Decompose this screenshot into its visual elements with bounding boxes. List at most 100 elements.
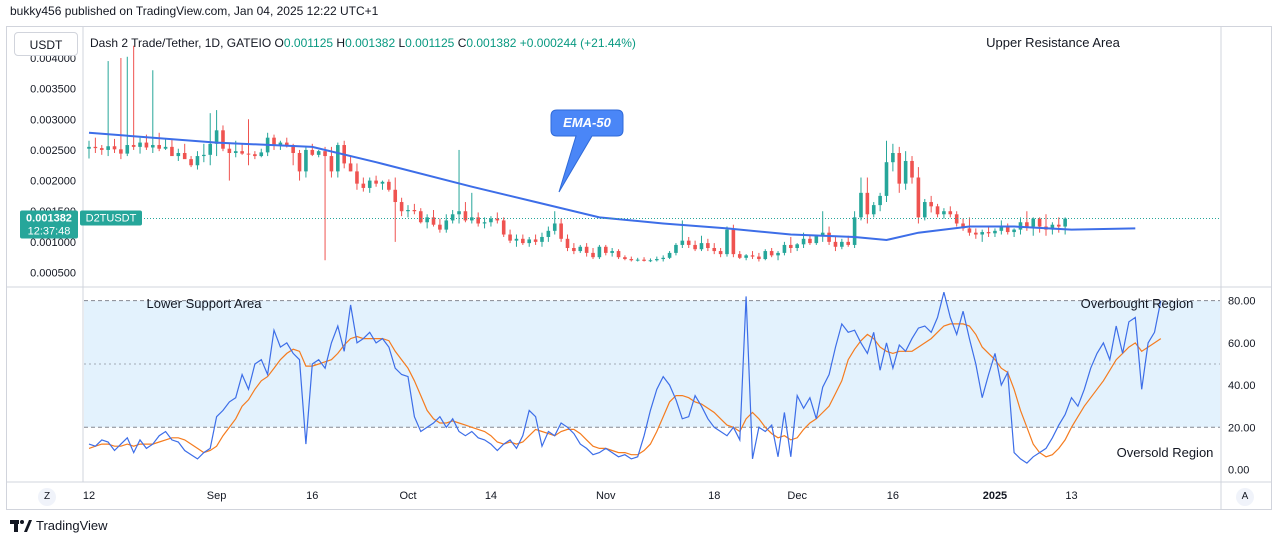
candle-body — [182, 153, 187, 160]
candle-body — [144, 142, 149, 148]
candle-body — [718, 251, 723, 255]
candle-body — [138, 142, 142, 147]
price-tag-value: 0.001382 — [26, 212, 72, 224]
candle-body — [1050, 224, 1055, 230]
candle-body — [897, 153, 902, 184]
candle-body — [1056, 224, 1061, 227]
candle-body — [329, 156, 334, 172]
tradingview-brand: TradingView — [36, 518, 108, 533]
candle-body — [195, 156, 200, 166]
publish-info: bukky456 published on TradingView.com, J… — [10, 4, 379, 18]
candle-body — [170, 146, 174, 157]
legend-low: L0.001125 — [398, 36, 455, 50]
candle-body — [418, 211, 423, 223]
candle-body — [310, 149, 315, 155]
candle-body — [974, 232, 978, 235]
candle-body — [833, 241, 838, 247]
candle-body — [450, 214, 455, 221]
candle-body — [189, 159, 193, 166]
candle-body — [929, 202, 933, 207]
candle-body — [942, 211, 946, 215]
candle-body — [514, 238, 519, 241]
currency-button[interactable]: USDT — [14, 32, 78, 56]
candle-body — [820, 232, 825, 236]
candle-body — [393, 189, 398, 203]
candle-body — [374, 180, 378, 184]
chart-frame — [6, 26, 1272, 510]
candle-body — [572, 248, 576, 252]
candle-body — [495, 218, 500, 221]
candle-body — [221, 130, 225, 149]
candle-body — [757, 256, 761, 260]
candle-body — [769, 251, 774, 256]
candle-body — [476, 217, 480, 224]
time-tick-label: Nov — [596, 490, 616, 502]
candle-body — [380, 181, 385, 184]
candle-body — [680, 240, 685, 245]
price-tick-label: 0.004000 — [30, 53, 76, 65]
upper-resistance-label: Upper Resistance Area — [986, 35, 1120, 50]
candle-body — [776, 252, 780, 256]
candle-body — [278, 142, 283, 146]
candle-body — [227, 148, 232, 153]
candle-body — [674, 244, 678, 253]
candle-body — [406, 210, 410, 212]
candle-body — [431, 217, 436, 225]
candle-body — [916, 177, 921, 218]
candle-body — [284, 142, 289, 146]
candle-body — [106, 146, 110, 150]
candle-body — [457, 211, 461, 215]
candle-body — [112, 146, 117, 150]
candle-body — [540, 236, 544, 242]
candle-body — [157, 145, 161, 149]
time-tick-label: 12 — [83, 490, 95, 502]
candle-body — [444, 220, 449, 230]
candle-body — [240, 151, 244, 154]
candle-body — [1012, 229, 1016, 233]
candle-body — [546, 230, 551, 237]
candle-body — [501, 220, 506, 235]
candle-body — [922, 202, 927, 218]
time-tick-label: Dec — [787, 490, 807, 502]
candle-body — [176, 153, 181, 157]
candle-body — [87, 146, 91, 149]
candle-body — [891, 153, 895, 163]
candle-body — [597, 246, 602, 258]
price-tick-label: 0.002500 — [30, 145, 76, 157]
candle-body — [202, 154, 206, 157]
price-tag-countdown: 12:37:48 — [28, 225, 71, 237]
time-tick-label: Sep — [207, 490, 227, 502]
candle-body — [272, 137, 276, 146]
candle-body — [355, 171, 359, 184]
zoom-button[interactable]: Z — [38, 488, 56, 506]
candle-body — [846, 241, 851, 245]
candle-body — [935, 206, 940, 215]
candle-body — [635, 259, 640, 261]
tradingview-logo[interactable]: TradingView — [10, 518, 108, 533]
candle-body — [387, 181, 391, 190]
candle-body — [980, 232, 984, 235]
rsi-ma-line — [88, 323, 1162, 458]
candle-body — [686, 240, 691, 245]
candle-body — [99, 148, 104, 150]
candle-body — [482, 222, 487, 224]
candle-body — [878, 195, 882, 206]
candle-body — [208, 143, 213, 155]
legend-change: +0.000244 (+21.44%) — [519, 36, 636, 50]
candle-body — [336, 145, 340, 172]
candle-body — [1005, 225, 1010, 233]
candle-body — [623, 257, 627, 260]
candle-body — [559, 223, 563, 239]
candle-body — [323, 151, 327, 157]
price-tick-label: 0.001000 — [30, 237, 76, 249]
oversold-label: Oversold Region — [1117, 445, 1214, 460]
rsi-tick-label: 0.00 — [1228, 464, 1249, 476]
candle-body — [489, 218, 493, 223]
time-tick-label: 2025 — [983, 490, 1007, 502]
candle-body — [125, 145, 130, 154]
candle-body — [648, 260, 653, 262]
auto-scale-button[interactable]: A — [1236, 488, 1254, 506]
rsi-tick-label: 60.00 — [1228, 338, 1256, 350]
candle-body — [527, 239, 532, 244]
